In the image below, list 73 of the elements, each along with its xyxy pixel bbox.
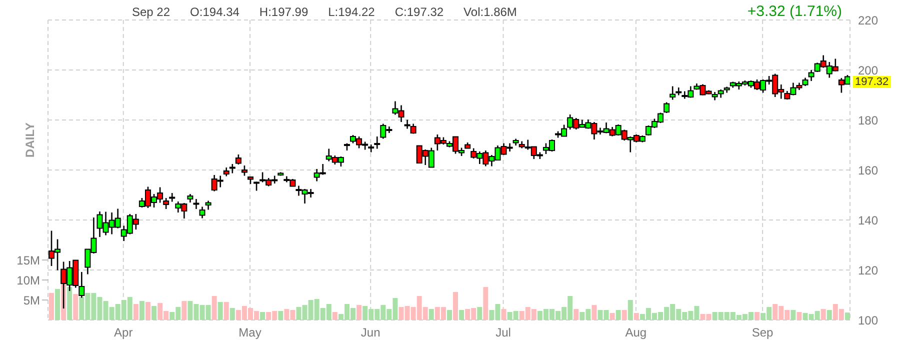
x-tick-label: May xyxy=(238,326,262,340)
y-tick-label: 160 xyxy=(858,163,878,178)
bar xyxy=(592,305,597,320)
y-tick-label: 120 xyxy=(858,263,878,278)
bar xyxy=(260,312,266,320)
bar xyxy=(133,304,138,320)
y2-tick-label: 15M xyxy=(16,253,40,268)
bar xyxy=(182,301,187,320)
bar xyxy=(616,310,621,320)
candlestick xyxy=(676,86,682,96)
bar xyxy=(501,309,506,320)
candlestick xyxy=(670,86,676,100)
x-tick-label: Jul xyxy=(496,326,511,340)
bar xyxy=(628,300,633,320)
y-tick-label: 100 xyxy=(858,313,878,328)
bar xyxy=(622,310,627,320)
text: Sep 22 xyxy=(132,5,170,19)
y-tick-label: 220 xyxy=(858,13,878,28)
bar xyxy=(459,310,464,320)
bar xyxy=(145,302,150,320)
text: L:194.22 xyxy=(328,5,375,19)
candlestick xyxy=(664,102,670,114)
bar xyxy=(446,310,452,320)
bar xyxy=(152,306,157,320)
bar xyxy=(820,309,826,320)
x-tick-label: Sep xyxy=(752,326,774,340)
bar xyxy=(634,313,639,320)
bar xyxy=(212,296,217,320)
bar xyxy=(428,309,434,320)
bar xyxy=(483,287,488,320)
candlestick xyxy=(241,164,248,176)
candlestick xyxy=(199,206,206,219)
bar xyxy=(49,293,54,320)
bar xyxy=(356,305,362,320)
y-tick-label: 180 xyxy=(858,113,878,128)
candlestick xyxy=(229,163,236,174)
y2-tick-label: 5M xyxy=(23,293,40,308)
text: H:197.99 xyxy=(259,5,308,19)
text: O:194.34 xyxy=(190,5,240,19)
x-tick-label: Apr xyxy=(114,326,133,340)
text: 197.32 xyxy=(853,76,891,88)
bar xyxy=(796,312,802,320)
text: C:197.32 xyxy=(394,5,444,19)
candlestick xyxy=(374,136,380,150)
bar xyxy=(574,309,579,320)
x-tick-label: Jun xyxy=(360,326,380,340)
bar xyxy=(55,289,60,320)
candlestick xyxy=(235,154,242,166)
y-tick-label: 200 xyxy=(858,63,878,78)
bar xyxy=(790,310,796,320)
bar xyxy=(139,301,144,320)
bar xyxy=(826,310,832,320)
x-tick-label: Aug xyxy=(625,326,647,340)
bar xyxy=(453,292,458,320)
bar xyxy=(844,312,850,320)
bar xyxy=(73,294,78,320)
bar xyxy=(224,302,229,320)
bar xyxy=(278,311,284,320)
y-tick-label: 140 xyxy=(858,213,878,228)
candlestick xyxy=(163,197,170,210)
bar xyxy=(754,312,760,320)
bar xyxy=(332,312,338,320)
annotation: +3.32 (1.71%) xyxy=(747,3,842,20)
bar xyxy=(230,308,235,320)
bar xyxy=(610,313,615,320)
bar xyxy=(477,307,482,320)
y2-tick-label: 10M xyxy=(16,273,40,288)
candlestick xyxy=(193,198,200,210)
candlestick xyxy=(169,192,176,202)
text: DAILY xyxy=(23,122,37,158)
candlestick xyxy=(808,69,814,82)
text: Vol:1.86M xyxy=(464,5,517,19)
bar xyxy=(218,302,223,320)
